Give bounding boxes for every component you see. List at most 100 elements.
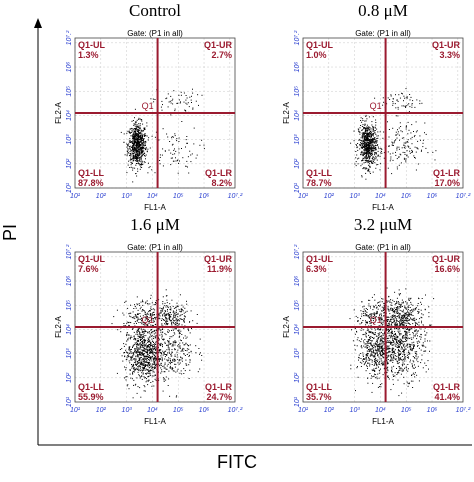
data-point xyxy=(364,150,366,152)
data-point xyxy=(130,337,131,339)
data-point xyxy=(371,375,372,377)
data-point xyxy=(380,343,382,345)
data-point xyxy=(159,156,161,158)
data-point xyxy=(187,156,189,158)
data-point xyxy=(382,348,383,350)
x-tick-label: 10⁷.² xyxy=(228,193,243,200)
data-point xyxy=(147,303,149,305)
data-point xyxy=(145,364,147,366)
data-point xyxy=(175,323,177,325)
data-point xyxy=(368,342,370,344)
data-point xyxy=(129,155,131,157)
data-point xyxy=(169,100,171,102)
data-point xyxy=(379,305,381,307)
data-point xyxy=(135,142,137,143)
data-point xyxy=(137,157,139,159)
data-point xyxy=(192,92,194,94)
data-point xyxy=(154,316,156,318)
data-point xyxy=(381,346,383,348)
data-point xyxy=(170,361,172,363)
data-point xyxy=(140,137,142,138)
data-point xyxy=(368,170,370,172)
data-point xyxy=(372,157,373,159)
data-point xyxy=(386,337,388,339)
data-point xyxy=(143,350,145,352)
data-point xyxy=(379,314,380,316)
data-point xyxy=(363,311,365,313)
x-axis-label: FL1-A xyxy=(144,203,166,212)
data-point xyxy=(141,310,143,312)
data-point xyxy=(139,147,141,149)
data-point xyxy=(395,355,396,357)
data-point xyxy=(398,289,400,291)
data-point xyxy=(398,331,400,333)
data-point xyxy=(363,153,365,155)
data-point xyxy=(365,152,367,154)
data-point xyxy=(411,124,413,126)
data-point xyxy=(374,149,376,151)
data-point xyxy=(397,340,399,341)
data-point xyxy=(132,358,134,360)
data-point xyxy=(372,147,374,149)
data-point xyxy=(370,153,372,155)
data-point xyxy=(405,307,406,309)
data-point xyxy=(388,136,390,138)
data-point xyxy=(425,371,427,373)
data-point xyxy=(139,304,141,306)
data-point xyxy=(382,298,384,300)
data-point xyxy=(162,339,164,340)
data-point xyxy=(153,371,155,373)
data-point xyxy=(392,316,394,318)
data-point xyxy=(372,144,374,146)
data-point xyxy=(362,129,363,131)
data-point xyxy=(160,106,162,108)
data-point xyxy=(361,176,363,178)
data-point xyxy=(399,139,400,141)
data-point xyxy=(373,154,375,156)
data-point xyxy=(150,348,152,350)
data-point xyxy=(391,308,393,310)
data-point xyxy=(368,145,370,147)
data-point xyxy=(160,329,162,331)
data-point xyxy=(139,308,141,310)
data-point xyxy=(144,321,146,323)
data-point xyxy=(126,335,128,336)
data-point xyxy=(365,311,367,313)
data-point xyxy=(419,336,421,338)
data-point xyxy=(365,127,367,129)
data-point xyxy=(411,339,413,340)
data-point xyxy=(355,161,357,163)
data-point xyxy=(372,382,374,384)
data-point xyxy=(371,142,373,144)
data-point xyxy=(391,304,393,306)
data-point xyxy=(417,163,419,165)
data-point xyxy=(396,360,398,362)
data-point xyxy=(390,318,392,320)
data-point xyxy=(401,319,403,321)
data-point xyxy=(138,362,140,364)
data-point xyxy=(369,331,371,333)
data-point xyxy=(381,364,383,366)
data-point xyxy=(185,110,187,112)
data-point xyxy=(373,338,375,340)
data-point xyxy=(366,347,368,348)
data-point xyxy=(405,367,407,369)
data-point xyxy=(137,153,138,155)
data-point xyxy=(412,348,414,350)
data-point xyxy=(155,302,157,304)
data-point xyxy=(164,150,166,152)
data-point xyxy=(135,314,137,316)
data-point xyxy=(381,298,383,300)
data-point xyxy=(392,336,394,338)
data-point xyxy=(164,362,166,364)
data-point xyxy=(386,319,388,321)
data-point xyxy=(357,337,359,339)
data-point xyxy=(159,357,161,359)
data-point xyxy=(381,341,383,343)
data-point xyxy=(386,367,388,369)
data-point xyxy=(391,370,393,372)
data-point xyxy=(135,358,137,360)
data-point xyxy=(373,294,375,296)
data-point xyxy=(407,306,409,308)
data-point xyxy=(195,352,197,354)
